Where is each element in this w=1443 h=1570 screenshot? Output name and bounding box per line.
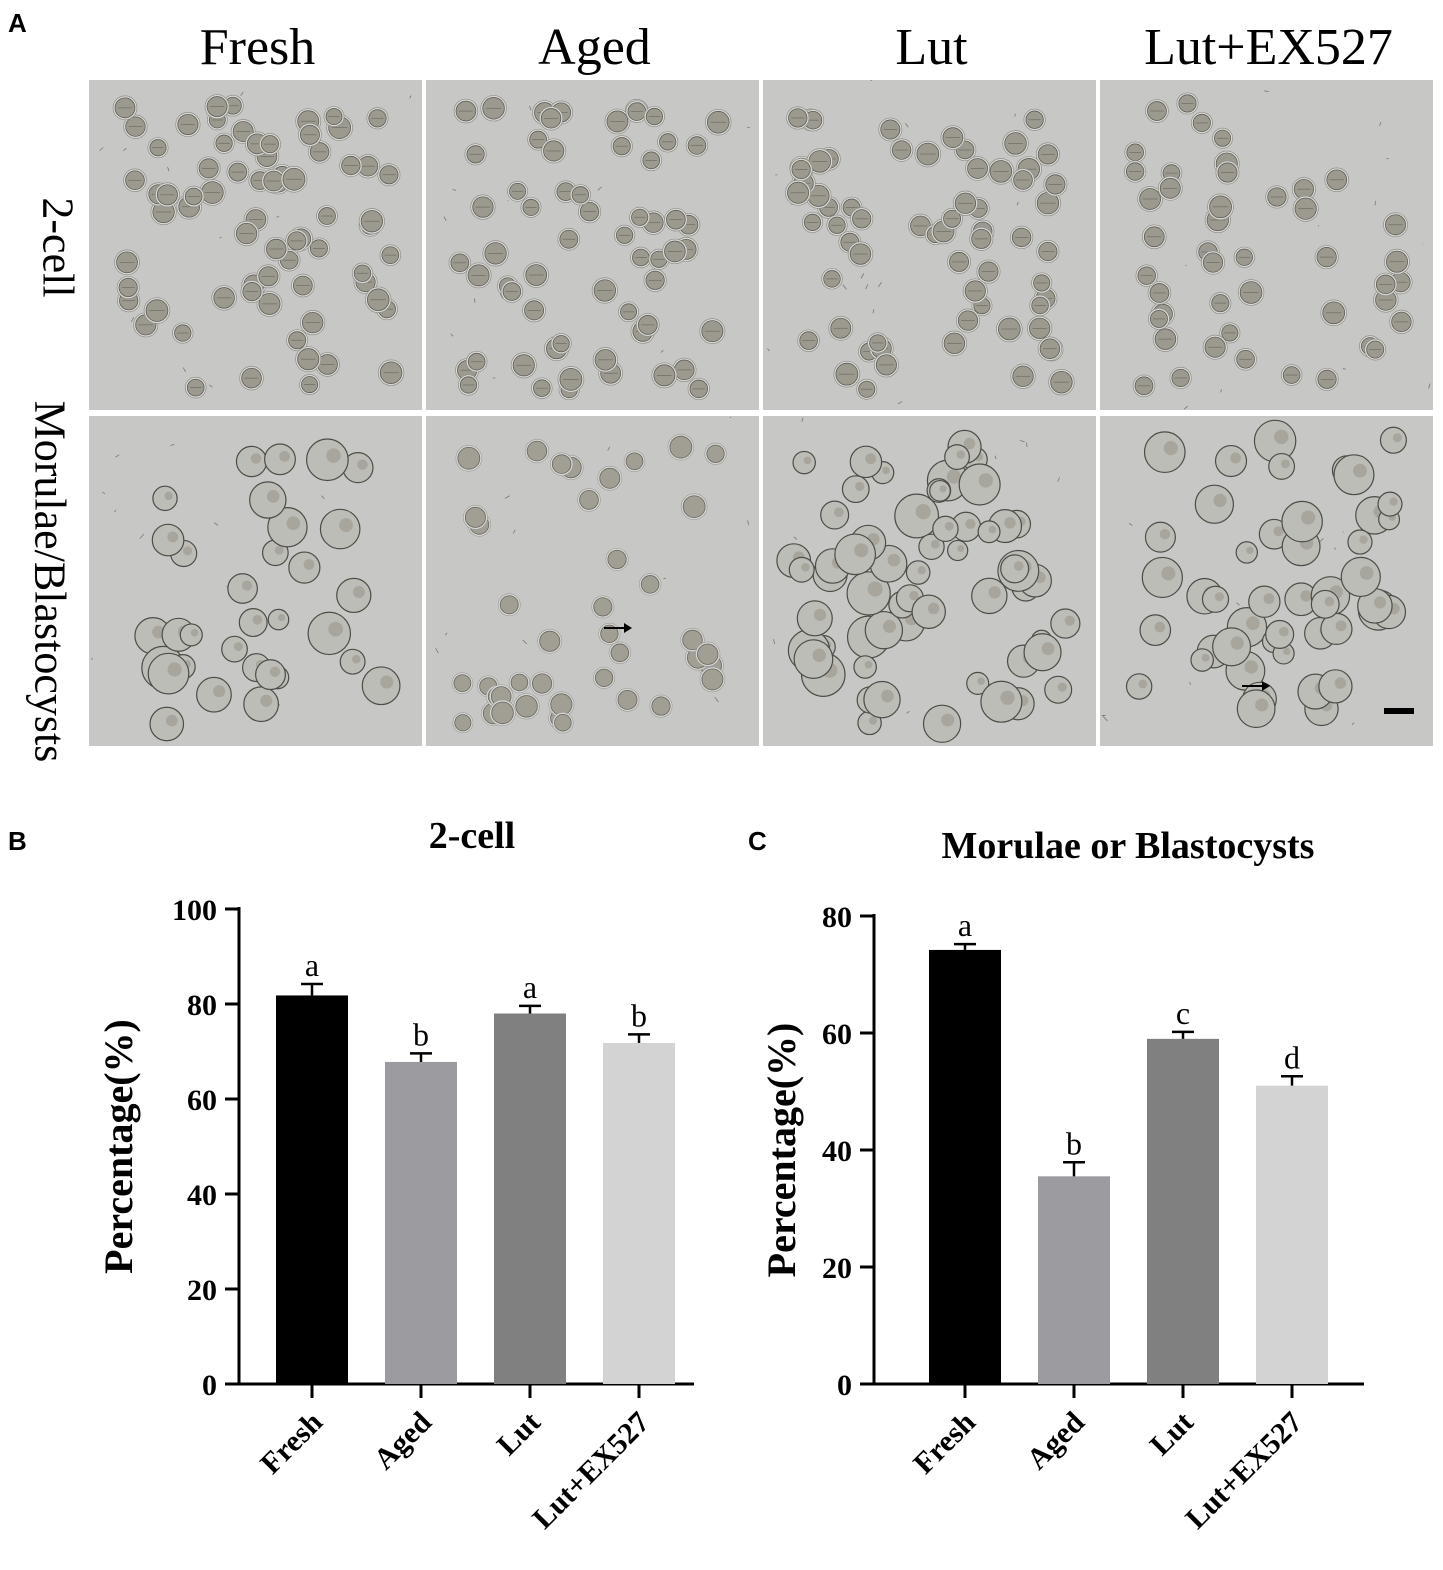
arrow-icon (1242, 681, 1270, 691)
chart-morulae-x-tick-label: Lut+EX527 (1179, 1406, 1309, 1536)
chart-morulae-bar (1147, 1038, 1219, 1384)
chart-morulae-bar (1038, 1176, 1110, 1384)
chart-2-cell: 2-cell Percentage(%) 0 20 40 60 80 100 a Fresh b Ag… (96, 815, 694, 1536)
chart-2-cell-significance-label: b (413, 1016, 429, 1052)
micrograph-fresh-2-cell (89, 80, 422, 410)
chart-morulae-y-tick-label: 0 (837, 1369, 852, 1402)
chart-2-cell-y-tick-label: 80 (187, 989, 217, 1022)
chart-2-cell-bar (385, 1061, 457, 1384)
column-header-aged: Aged (538, 19, 651, 76)
row-label-2-cell: 2-cell (33, 197, 83, 298)
chart-morulae-y-axis-label: Percentage(%) (759, 1023, 804, 1278)
chart-morulae-y-tick-label: 60 (822, 1018, 852, 1051)
column-header-fresh: Fresh (199, 19, 316, 76)
column-header-lut: Lut (895, 19, 968, 76)
chart-morulae-y-tick-label: 40 (822, 1135, 852, 1168)
row-label-morulae-blastocysts: Morulae/Blastocysts (25, 400, 75, 763)
chart-morulae-significance-label: a (958, 907, 972, 943)
panel-label-b: B (8, 826, 27, 856)
chart-2-cell-significance-label: a (523, 969, 537, 1005)
scale-bar (1384, 708, 1414, 714)
chart-2-cell-y-tick-label: 60 (187, 1084, 217, 1117)
micrograph-aged-blastocysts (426, 416, 759, 746)
chart-morulae-y-tick-label: 20 (822, 1252, 852, 1285)
chart-2-cell-y-axis-label: Percentage(%) (96, 1019, 141, 1274)
chart-2-cell-y-tick-label: 0 (202, 1369, 217, 1402)
arrow-icon (604, 623, 632, 633)
chart-2-cell-x-tick-label: Fresh (254, 1405, 329, 1480)
chart-2-cell-bar (494, 1013, 566, 1384)
panel-label-a: A (8, 8, 27, 38)
micrograph-grid (89, 80, 1437, 747)
chart-morulae-bar (1256, 1085, 1328, 1384)
chart-2-cell-x-tick-label: Lut+EX527 (526, 1406, 656, 1536)
chart-2-cell-x-tick-label: Aged (367, 1405, 438, 1476)
chart-2-cell-x-tick-label: Lut (491, 1406, 547, 1462)
micrograph-lut-blastocysts (763, 416, 1096, 746)
chart-morulae-x-tick-label: Lut (1144, 1406, 1200, 1462)
chart-2-cell-significance-label: a (305, 947, 319, 983)
panel-label-c: C (748, 826, 767, 856)
column-header-lut-ex527: Lut+EX527 (1144, 19, 1393, 76)
chart-2-cell-title: 2-cell (429, 815, 516, 857)
chart-2-cell-significance-label: b (631, 997, 647, 1033)
chart-morulae-y-tick-label: 80 (822, 901, 852, 934)
chart-2-cell-y-tick-label: 40 (187, 1179, 217, 1212)
chart-morulae-bar (929, 949, 1001, 1384)
chart-morulae-or-blastocysts: Morulae or Blastocysts Percentage(%) 0 20 40… (759, 825, 1364, 1536)
micrograph-lut-ex527-blastocysts (1100, 416, 1433, 746)
chart-morulae-x-tick-label: Aged (1020, 1405, 1091, 1476)
chart-morulae-significance-label: c (1176, 995, 1190, 1031)
chart-2-cell-bar (276, 995, 348, 1384)
chart-2-cell-y-tick-label: 20 (187, 1274, 217, 1307)
chart-morulae-title: Morulae or Blastocysts (942, 825, 1315, 867)
chart-morulae-x-tick-label: Fresh (907, 1405, 982, 1480)
micrograph-lut-ex527-2-cell (1100, 80, 1433, 410)
chart-morulae-significance-label: b (1066, 1125, 1082, 1161)
micrograph-lut-2-cell (763, 80, 1096, 410)
chart-morulae-significance-label: d (1284, 1039, 1300, 1075)
micrograph-fresh-blastocysts (89, 416, 422, 746)
chart-2-cell-bar (603, 1042, 675, 1384)
micrograph-aged-2-cell (426, 80, 759, 410)
chart-2-cell-y-tick-label: 100 (172, 894, 217, 927)
